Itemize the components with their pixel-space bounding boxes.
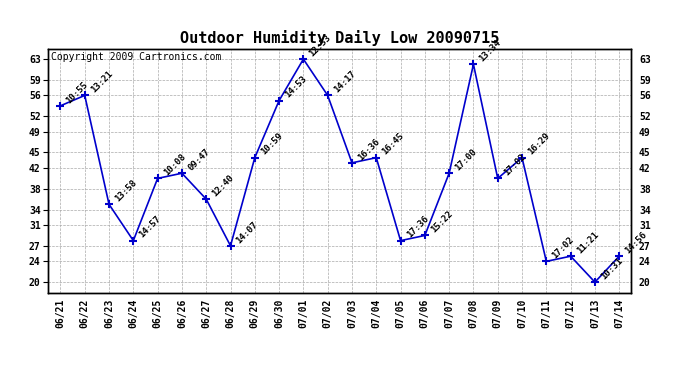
Text: 11:21: 11:21 <box>575 230 600 255</box>
Title: Outdoor Humidity Daily Low 20090715: Outdoor Humidity Daily Low 20090715 <box>180 30 500 46</box>
Text: 14:17: 14:17 <box>332 69 357 94</box>
Text: 17:36: 17:36 <box>405 214 430 240</box>
Text: 14:56: 14:56 <box>623 230 649 255</box>
Text: 14:07: 14:07 <box>235 220 260 245</box>
Text: 10:55: 10:55 <box>65 80 90 105</box>
Text: 16:45: 16:45 <box>380 132 406 157</box>
Text: 12:40: 12:40 <box>210 173 236 198</box>
Text: 09:47: 09:47 <box>186 147 211 172</box>
Text: Copyright 2009 Cartronics.com: Copyright 2009 Cartronics.com <box>51 53 221 62</box>
Text: 14:53: 14:53 <box>284 75 308 100</box>
Text: 12:53: 12:53 <box>308 33 333 58</box>
Text: 15:22: 15:22 <box>429 209 455 235</box>
Text: 16:29: 16:29 <box>526 132 551 157</box>
Text: 17:02: 17:02 <box>502 152 527 178</box>
Text: 16:36: 16:36 <box>356 137 382 162</box>
Text: 10:08: 10:08 <box>161 152 187 178</box>
Text: 10:59: 10:59 <box>259 132 284 157</box>
Text: 17:02: 17:02 <box>551 235 576 261</box>
Text: 13:58: 13:58 <box>113 178 139 204</box>
Text: 17:00: 17:00 <box>453 147 479 172</box>
Text: 13:21: 13:21 <box>89 69 115 94</box>
Text: 10:31: 10:31 <box>599 256 624 281</box>
Text: 14:57: 14:57 <box>137 214 163 240</box>
Text: 13:34: 13:34 <box>477 38 503 63</box>
